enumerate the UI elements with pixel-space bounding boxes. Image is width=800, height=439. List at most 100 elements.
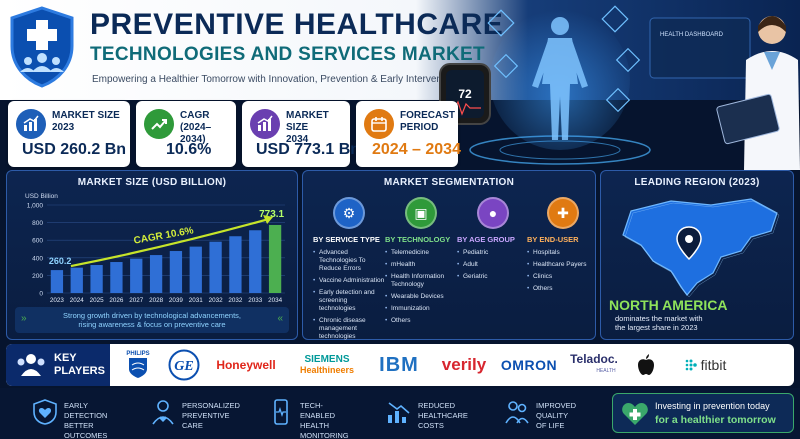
segment-item: Geriatric — [457, 273, 529, 281]
chip-icon: ▣ — [405, 197, 437, 229]
shield-logo-icon — [10, 6, 74, 88]
market-size-panel: MARKET SIZE (USD BILLION) USD Billion 0 20… — [6, 170, 298, 340]
y-tick-label: 1,000 — [27, 203, 44, 210]
segment-column: ✚ BY END-USER Hospitals Healthcare Payers Cl… — [527, 197, 599, 297]
x-tick-label: 2026 — [109, 297, 124, 304]
svg-text:GE: GE — [174, 359, 193, 374]
doctor-illustration — [716, 16, 800, 170]
cagr-annotation: CAGR 10.6% — [133, 225, 195, 246]
x-tick-label: 2034 — [268, 297, 283, 304]
fitbit-dots-icon — [685, 359, 697, 371]
north-america-map — [622, 198, 780, 298]
x-tick-label: 2039 — [169, 297, 184, 304]
x-tick-label: 2031 — [189, 297, 204, 304]
chart-down-icon — [388, 402, 410, 423]
benefit-text: IMPROVED QUALITY OF LIFE — [536, 401, 577, 430]
people-icon — [505, 401, 529, 424]
x-tick-label: 2033 — [248, 297, 263, 304]
segment-item: Others — [385, 317, 457, 325]
x-tick-label: 2032 — [228, 297, 243, 304]
double-chevron-icon: » — [21, 313, 27, 324]
start-value-label: 260.2 — [49, 256, 72, 266]
segment-list: Pediatric Adult Geriatric — [457, 249, 529, 281]
segment-heading: BY END-USER — [527, 235, 579, 244]
x-tick-label: 2024 — [70, 297, 85, 304]
benefit-text: REDUCED HEALTHCARE COSTS — [418, 401, 468, 430]
cta-line1: Investing in prevention today — [655, 401, 770, 411]
page-subtitle-market: TECHNOLOGIES AND SERVICES MARKET — [90, 44, 485, 65]
bar — [249, 230, 262, 293]
bar — [70, 267, 83, 293]
location-pin-icon — [676, 226, 702, 261]
benefit-text: PERSONALIZED PREVENTIVE CARE — [182, 401, 240, 430]
calendar-icon — [364, 109, 394, 139]
segment-item: Telemedicine — [385, 249, 457, 257]
segment-heading: BY AGE GROUP — [457, 235, 515, 244]
segment-list: Advanced Technologies To Reduce Errors Va… — [313, 249, 385, 341]
segment-heading: BY TECHNOLOGY — [385, 235, 451, 244]
panel-title: MARKET SEGMENTATION — [383, 177, 515, 188]
key-players-label: KEY PLAYERS — [6, 344, 110, 386]
bar — [110, 262, 123, 293]
y-tick-label: 800 — [32, 220, 43, 227]
y-tick-label: 0 — [39, 291, 43, 298]
gear-icon: ⚙ — [333, 197, 365, 229]
chart-note: » « Strong growth driven by technologica… — [15, 307, 289, 333]
segment-item: Early detection and screening technologi… — [313, 289, 385, 313]
y-tick-label: 200 — [32, 273, 43, 280]
segment-list: Hospitals Healthcare Payers Clinics Others — [527, 249, 599, 293]
panel-title: MARKET SIZE (USD BILLION) — [77, 177, 227, 188]
x-tick-label: 2023 — [50, 297, 65, 304]
y-tick-label: 600 — [32, 238, 43, 245]
segment-item: Wearable Devices — [385, 293, 457, 301]
segment-item: Adult — [457, 261, 529, 269]
tagline: Empowering a Healthier Tomorrow with Inn… — [92, 74, 459, 85]
key-players-label-top: KEY — [54, 352, 77, 364]
bar — [268, 224, 282, 293]
segment-item: Pediatric — [457, 249, 529, 257]
siemens-text: SIEMENS — [304, 354, 350, 365]
bar — [169, 251, 183, 293]
kpi-cagr: CAGR (2024–2034) 10.6% — [136, 101, 236, 167]
segment-item: Others — [527, 285, 599, 293]
ibm-logo: IBM — [379, 353, 419, 376]
segment-item: Hospitals — [527, 249, 599, 257]
bar — [189, 246, 202, 293]
x-tick-label: 2025 — [90, 297, 105, 304]
segment-item: Health Information Technology — [385, 273, 457, 289]
siemens-healthineers-logo: SIEMENS Healthineers — [290, 344, 364, 386]
segment-item: Healthcare Payers — [527, 261, 599, 269]
person-care-icon — [152, 400, 174, 425]
heart-plus-icon — [622, 403, 648, 425]
bar — [130, 258, 143, 293]
segment-column: ⚙ BY SERVICE TYPE Advanced Technologies To… — [313, 197, 385, 345]
teladoc-logo: Teladoc. HEALTH — [566, 344, 622, 386]
region-panel: LEADING REGION (2023) NORTH AMERICA domi… — [600, 170, 794, 340]
y-tick-label: 400 — [32, 255, 43, 262]
philips-shield-icon — [129, 358, 147, 378]
segment-item: Immunization — [385, 305, 457, 313]
segment-column: ▣ BY TECHNOLOGY Telemedicine mHealth Health … — [385, 197, 457, 329]
teladoc-text: Teladoc. — [570, 352, 618, 366]
teladoc-health-text: HEALTH — [596, 368, 616, 374]
ge-logo: GE — [166, 344, 202, 386]
philips-logo: PHILIPS — [118, 344, 158, 386]
x-tick-label: 2027 — [129, 297, 144, 304]
page-title: PREVENTIVE HEALTHCARE — [90, 8, 504, 41]
y-axis-label: USD Billion — [25, 193, 58, 200]
bar-growth-icon — [16, 109, 46, 139]
trend-arrowhead — [263, 214, 274, 224]
heart-shield-icon — [33, 399, 57, 425]
benefits-bar: EARLY DETECTION BETTER OUTCOMES PERSONAL… — [0, 388, 800, 439]
kpi-forecast-period: FORECAST PERIOD 2024 – 2034 — [356, 101, 461, 167]
chart-note-text: Strong growth driven by technological ad… — [62, 311, 242, 329]
double-chevron-icon: « — [277, 313, 283, 324]
fitbit-text: fitbit — [700, 357, 727, 373]
bar — [209, 241, 222, 293]
segmentation-panel: MARKET SEGMENTATION ⚙ BY SERVICE TYPE Adva… — [302, 170, 596, 340]
kpi-label: CAGR (2024–2034) — [180, 110, 212, 145]
bar-growth-icon — [250, 109, 280, 139]
age-group-icon: ● — [477, 197, 509, 229]
end-value-label: 773.1 — [259, 209, 284, 220]
svg-text:72: 72 — [458, 87, 472, 101]
